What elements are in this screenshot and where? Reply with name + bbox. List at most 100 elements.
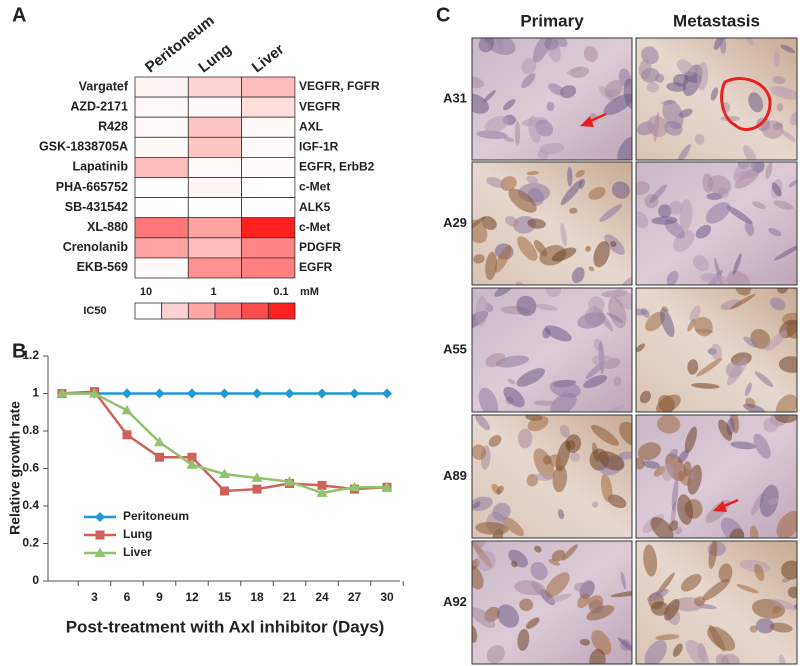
tissue-texture xyxy=(521,57,537,75)
tissue-texture xyxy=(475,522,509,535)
row-label: A55 xyxy=(443,341,467,356)
tissue-texture xyxy=(545,288,562,298)
tissue-texture xyxy=(517,236,538,261)
image-border xyxy=(635,161,798,286)
tissue-texture xyxy=(743,336,759,348)
tissue-texture xyxy=(733,162,756,183)
x-tick-label: 27 xyxy=(348,590,362,604)
tissue-texture xyxy=(484,115,509,133)
x-tick-label: 9 xyxy=(156,590,163,604)
tissue-texture xyxy=(655,634,680,641)
tissue-texture xyxy=(636,457,645,470)
tissue-texture xyxy=(503,99,516,111)
image-background xyxy=(636,38,797,160)
image-content xyxy=(472,38,632,160)
tissue-texture xyxy=(545,572,570,598)
row-label: PHA-665752 xyxy=(56,180,128,194)
heat-cell xyxy=(134,217,189,239)
marker xyxy=(186,459,198,469)
tissue-texture xyxy=(710,343,723,361)
colorbar-unit: mM xyxy=(300,286,319,298)
image-border xyxy=(635,540,798,665)
colorbar-tick-label: 0.1 xyxy=(273,286,288,298)
histology-image xyxy=(635,161,798,286)
tissue-texture xyxy=(640,308,650,318)
annotation-outline xyxy=(720,77,772,131)
tissue-texture xyxy=(732,253,742,275)
tissue-texture xyxy=(773,49,780,68)
heat-cell xyxy=(187,177,243,199)
heat-cell xyxy=(187,96,243,118)
tissue-texture xyxy=(482,90,496,103)
tissue-texture xyxy=(770,86,797,100)
y-tick-label: 1.2 xyxy=(22,348,39,362)
tissue-texture xyxy=(786,319,797,339)
tissue-texture xyxy=(472,444,487,460)
panel-label: A xyxy=(12,4,26,26)
tissue-texture xyxy=(514,121,521,146)
row-annotation: EGFR xyxy=(299,260,333,274)
tissue-texture xyxy=(588,296,605,314)
row-label: Vargatef xyxy=(79,79,129,93)
image-border xyxy=(471,287,633,413)
marker xyxy=(219,388,230,399)
tissue-texture xyxy=(475,415,490,431)
tissue-texture xyxy=(527,415,549,432)
tissue-texture xyxy=(549,454,562,468)
heat-cell xyxy=(241,116,296,138)
tissue-texture xyxy=(516,368,545,387)
colorbar-swatch xyxy=(187,302,216,320)
tissue-texture xyxy=(485,353,506,368)
tissue-texture xyxy=(583,46,598,62)
tissue-texture xyxy=(517,428,533,449)
tissue-texture xyxy=(776,103,784,112)
image-content xyxy=(636,541,797,664)
tissue-texture xyxy=(753,433,771,459)
tissue-texture xyxy=(729,528,745,538)
marker xyxy=(154,436,165,447)
tissue-texture xyxy=(788,180,797,188)
tissue-texture xyxy=(570,452,581,462)
heat-cell xyxy=(187,217,243,239)
tissue-texture xyxy=(476,130,508,140)
tissue-texture xyxy=(478,387,499,412)
tissue-texture xyxy=(769,622,793,633)
tissue-texture xyxy=(710,87,719,101)
image-content xyxy=(636,288,797,412)
heat-cell xyxy=(187,257,243,279)
heat-cell xyxy=(241,237,296,259)
tissue-texture xyxy=(500,176,517,192)
tissue-texture xyxy=(745,38,755,46)
row-label: GSK-1838705A xyxy=(39,140,128,154)
row-label: R428 xyxy=(98,120,128,134)
tissue-texture xyxy=(610,240,617,248)
colorbar-swatch xyxy=(161,302,189,320)
tissue-texture xyxy=(516,295,537,317)
y-tick-label: 1 xyxy=(32,386,39,400)
tissue-texture xyxy=(533,400,558,406)
tissue-texture xyxy=(771,182,782,197)
tissue-texture xyxy=(551,247,577,262)
tissue-texture xyxy=(696,357,723,377)
row-label: Lapatinib xyxy=(72,160,128,174)
tissue-texture xyxy=(567,167,573,187)
image-content xyxy=(472,288,632,412)
tissue-texture xyxy=(734,168,760,189)
tissue-texture xyxy=(485,251,498,281)
tissue-texture xyxy=(662,99,684,130)
tissue-texture xyxy=(546,101,555,112)
tissue-texture xyxy=(664,598,680,621)
tissue-texture xyxy=(534,473,554,481)
marker xyxy=(89,388,100,398)
tissue-texture xyxy=(606,312,624,323)
tissue-texture xyxy=(721,653,740,664)
row-label: SB-431542 xyxy=(65,200,128,214)
heat-cell xyxy=(134,257,189,279)
row-annotation: c-Met xyxy=(299,180,330,194)
tissue-texture xyxy=(551,549,566,562)
column-label: Lung xyxy=(195,40,234,76)
marker xyxy=(187,452,197,462)
tissue-texture xyxy=(503,386,525,408)
marker xyxy=(56,388,68,398)
heat-cell xyxy=(241,76,296,98)
